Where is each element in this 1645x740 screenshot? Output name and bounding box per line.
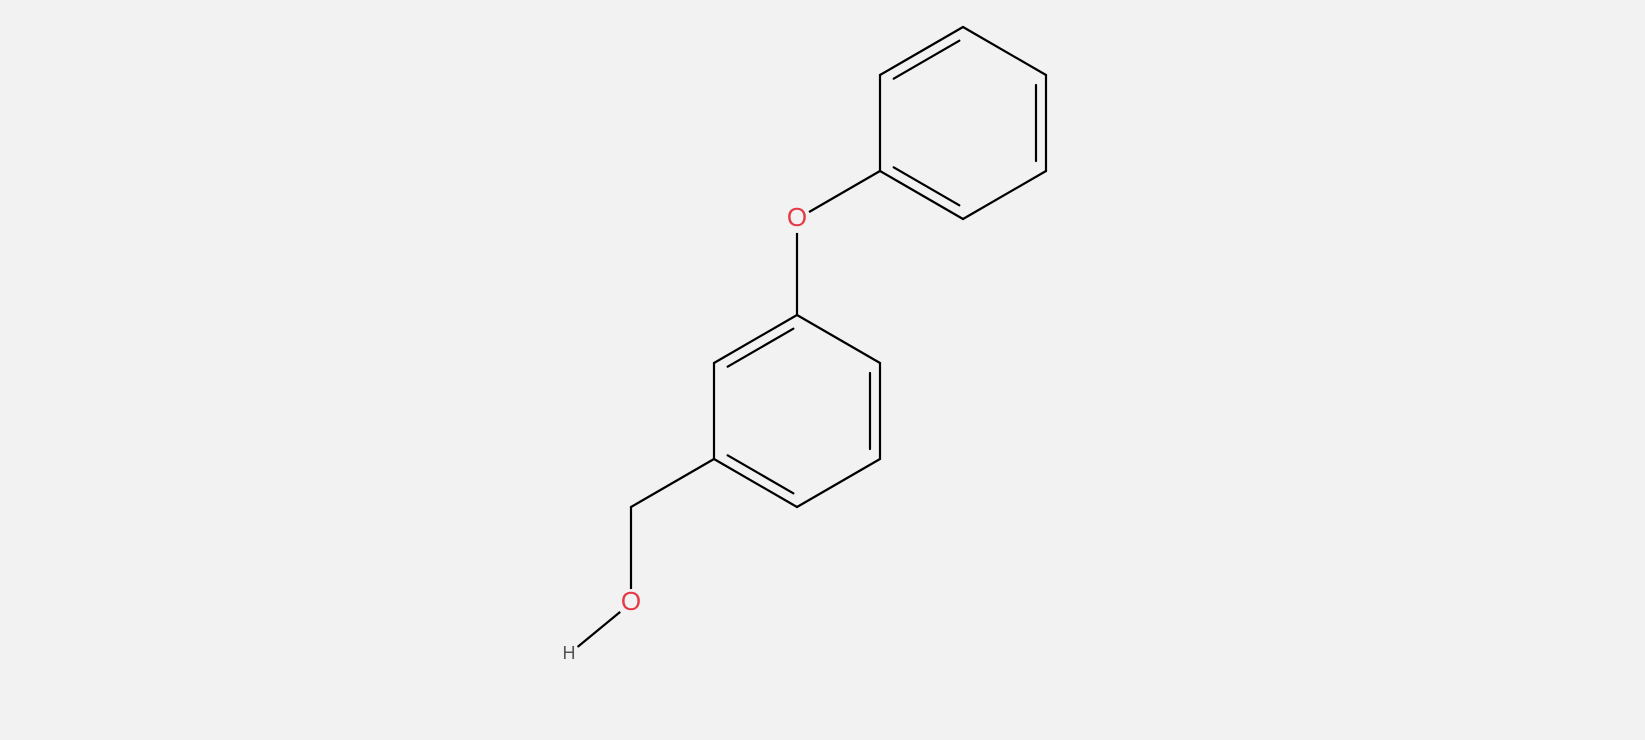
diagram-background (0, 0, 1645, 740)
oxygen-atom-label: O (787, 202, 807, 232)
chemical-structure-diagram: O H O (0, 0, 1645, 740)
oxygen-atom-label: O (621, 586, 641, 616)
hydrogen-atom-label: H (563, 643, 576, 663)
molecule-svg: O H O (0, 0, 1645, 740)
